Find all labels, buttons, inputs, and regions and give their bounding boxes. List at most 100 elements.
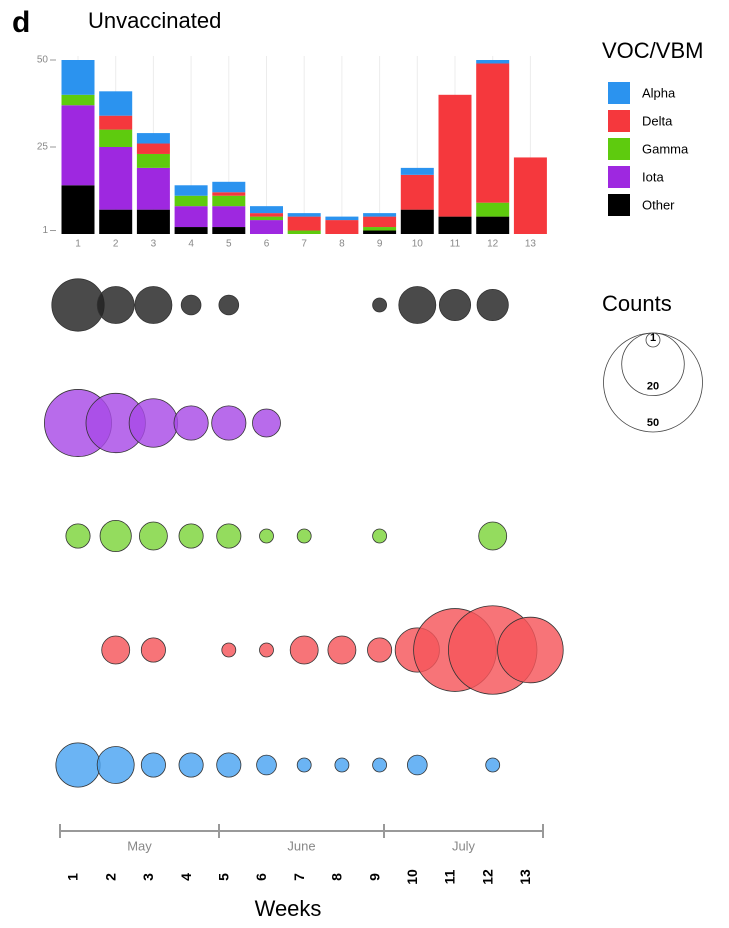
bubble xyxy=(252,408,281,438)
week-label: 8 xyxy=(329,873,345,881)
bar-segment xyxy=(363,230,397,234)
x-tick-label: 10 xyxy=(412,239,424,250)
bubble xyxy=(218,294,240,316)
bubble xyxy=(497,616,564,684)
bubble xyxy=(178,523,204,549)
bar-segment xyxy=(212,227,246,234)
bubble xyxy=(327,635,357,665)
bar-segment xyxy=(174,227,208,234)
x-tick-label: 13 xyxy=(525,239,537,250)
size-legend-label: 50 xyxy=(647,417,659,429)
bar-segment xyxy=(400,174,434,210)
bubble xyxy=(216,523,242,549)
legend-swatch xyxy=(608,166,630,188)
x-tick-label: 7 xyxy=(301,239,307,250)
x-tick-label: 1 xyxy=(75,239,81,250)
x-tick-label: 9 xyxy=(377,239,383,250)
bubble xyxy=(140,637,166,663)
bubble xyxy=(138,521,168,551)
bar-segment xyxy=(287,216,321,231)
week-label: 4 xyxy=(178,873,194,881)
bar-segment xyxy=(99,115,133,130)
bar-segment xyxy=(513,157,547,234)
bubble xyxy=(407,754,428,776)
bar-segment xyxy=(476,60,510,64)
week-label: 12 xyxy=(479,869,495,885)
week-label: 9 xyxy=(366,873,382,881)
bubble xyxy=(96,286,135,324)
bar-segment xyxy=(212,195,246,207)
size-legend-label: 20 xyxy=(647,381,659,393)
legend-swatch xyxy=(608,110,630,132)
x-tick-label: 11 xyxy=(450,239,461,250)
bubble xyxy=(211,405,247,441)
bubble xyxy=(221,642,237,658)
bubble xyxy=(259,528,274,544)
week-label: 6 xyxy=(253,873,269,881)
bar-segment xyxy=(476,216,510,234)
bar-segment xyxy=(250,213,283,217)
bar-segment xyxy=(99,129,133,147)
legend-label: Iota xyxy=(642,169,664,184)
week-label: 10 xyxy=(404,869,420,885)
week-label: 7 xyxy=(291,873,307,881)
bar-segment xyxy=(212,181,246,193)
bubble xyxy=(296,757,312,773)
legend-label: Gamma xyxy=(642,141,689,156)
bar-segment xyxy=(250,220,283,234)
bubble xyxy=(478,521,508,551)
month-label: July xyxy=(452,838,476,853)
bubble xyxy=(296,528,312,544)
bar-segment xyxy=(363,227,397,231)
bubble xyxy=(101,635,131,665)
x-tick-label: 2 xyxy=(113,239,119,250)
bar-segment xyxy=(325,220,359,234)
bar-segment xyxy=(61,105,95,186)
bubble xyxy=(367,637,393,663)
bar-segment xyxy=(136,167,170,210)
bubble xyxy=(259,642,274,658)
bubble xyxy=(51,278,105,332)
month-label: May xyxy=(127,838,152,853)
legend-swatch xyxy=(608,82,630,104)
bubble xyxy=(216,752,242,778)
panel-label: d xyxy=(12,6,30,39)
bar-segment xyxy=(250,206,283,214)
week-label: 5 xyxy=(216,873,232,881)
bar-segment xyxy=(99,147,133,210)
week-label: 11 xyxy=(442,869,458,884)
bubble xyxy=(438,288,472,322)
bar-segment xyxy=(212,206,246,228)
bar-segment xyxy=(212,192,246,196)
bar-segment xyxy=(174,185,208,196)
legend-swatch xyxy=(608,194,630,216)
bubble xyxy=(134,286,173,324)
bubble xyxy=(96,746,135,784)
bubble xyxy=(256,754,277,776)
bubble xyxy=(485,757,501,773)
y-tick-label: 50 xyxy=(37,55,49,66)
size-legend-circle xyxy=(603,332,703,433)
y-tick-label: 25 xyxy=(37,142,49,153)
bar-segment xyxy=(438,216,472,234)
bar-segment xyxy=(400,167,434,175)
bubble xyxy=(173,405,209,441)
x-tick-label: 6 xyxy=(264,239,270,250)
y-tick-label: 1 xyxy=(42,225,48,236)
bar-segment xyxy=(363,213,397,217)
bubble xyxy=(372,528,388,544)
week-label: 13 xyxy=(517,869,533,885)
bubble xyxy=(99,519,132,553)
x-tick-label: 4 xyxy=(188,239,194,250)
bar-segment xyxy=(363,216,397,228)
bubble xyxy=(372,297,388,313)
bar-segment xyxy=(250,216,283,221)
bar-segment xyxy=(136,143,170,154)
size-legend-label: 1 xyxy=(650,332,656,344)
legend-title: VOC/VBM xyxy=(602,38,703,63)
bubble xyxy=(180,294,202,316)
bar-segment xyxy=(136,209,170,234)
bubble xyxy=(372,757,388,773)
bar-segment xyxy=(476,63,510,203)
bar-segment xyxy=(99,91,133,116)
